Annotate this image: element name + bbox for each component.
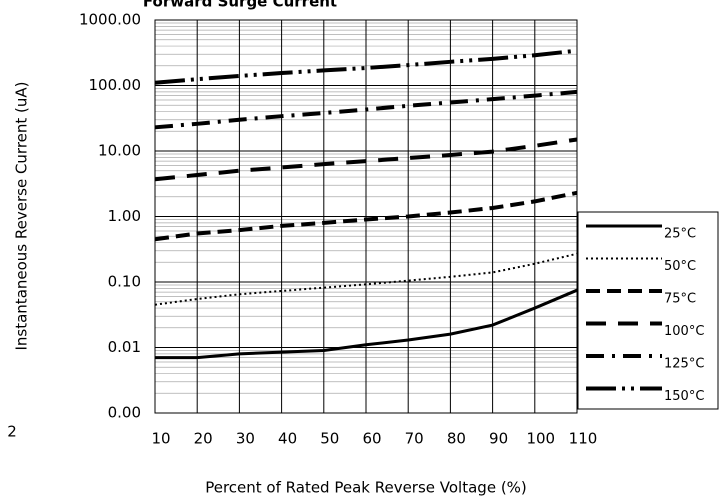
legend-label: 25°C	[664, 227, 696, 242]
x-tick-label: 80	[447, 430, 466, 448]
x-tick-label: 90	[489, 430, 508, 448]
y-tick-label: 1000.00	[79, 11, 141, 29]
y-tick-label: 0.00	[108, 404, 141, 422]
series-line	[155, 288, 578, 360]
x-axis-label: Percent of Rated Peak Reverse Voltage (%…	[205, 479, 527, 497]
series-line	[154, 89, 578, 130]
series-line	[154, 48, 578, 85]
legend-label: 150°C	[664, 389, 704, 404]
x-tick-label: 50	[320, 430, 339, 448]
plot-border	[154, 19, 578, 414]
y-tick-label: 100.00	[89, 76, 142, 94]
y-tick-label: 0.01	[108, 338, 141, 356]
y-tick-label: 10.00	[98, 142, 141, 160]
series-line	[154, 137, 578, 182]
annotation: 2	[7, 423, 17, 441]
x-tick-label: 10	[151, 430, 170, 448]
series-line	[154, 252, 578, 306]
x-tick-label: 20	[194, 430, 213, 448]
x-tick-label: 60	[362, 430, 381, 448]
legend-label: 125°C	[664, 357, 704, 372]
legend-label: 100°C	[664, 324, 704, 339]
y-axis-label: Instantaneous Reverse Current (uA)	[13, 81, 31, 350]
y-tick-label: 1.00	[108, 207, 141, 225]
series-line	[154, 190, 578, 242]
legend-box	[577, 211, 719, 410]
x-tick-label: 40	[278, 430, 297, 448]
legend-label: 50°C	[664, 259, 696, 274]
y-tick-label: 0.10	[108, 273, 141, 291]
x-tick-label: 30	[236, 430, 255, 448]
x-tick-label: 110	[569, 430, 598, 448]
x-tick-label: 70	[405, 430, 424, 448]
x-tick-label: 100	[526, 430, 555, 448]
chart-title: Forward Surge Current	[143, 0, 337, 11]
legend-label: 75°C	[664, 292, 696, 307]
